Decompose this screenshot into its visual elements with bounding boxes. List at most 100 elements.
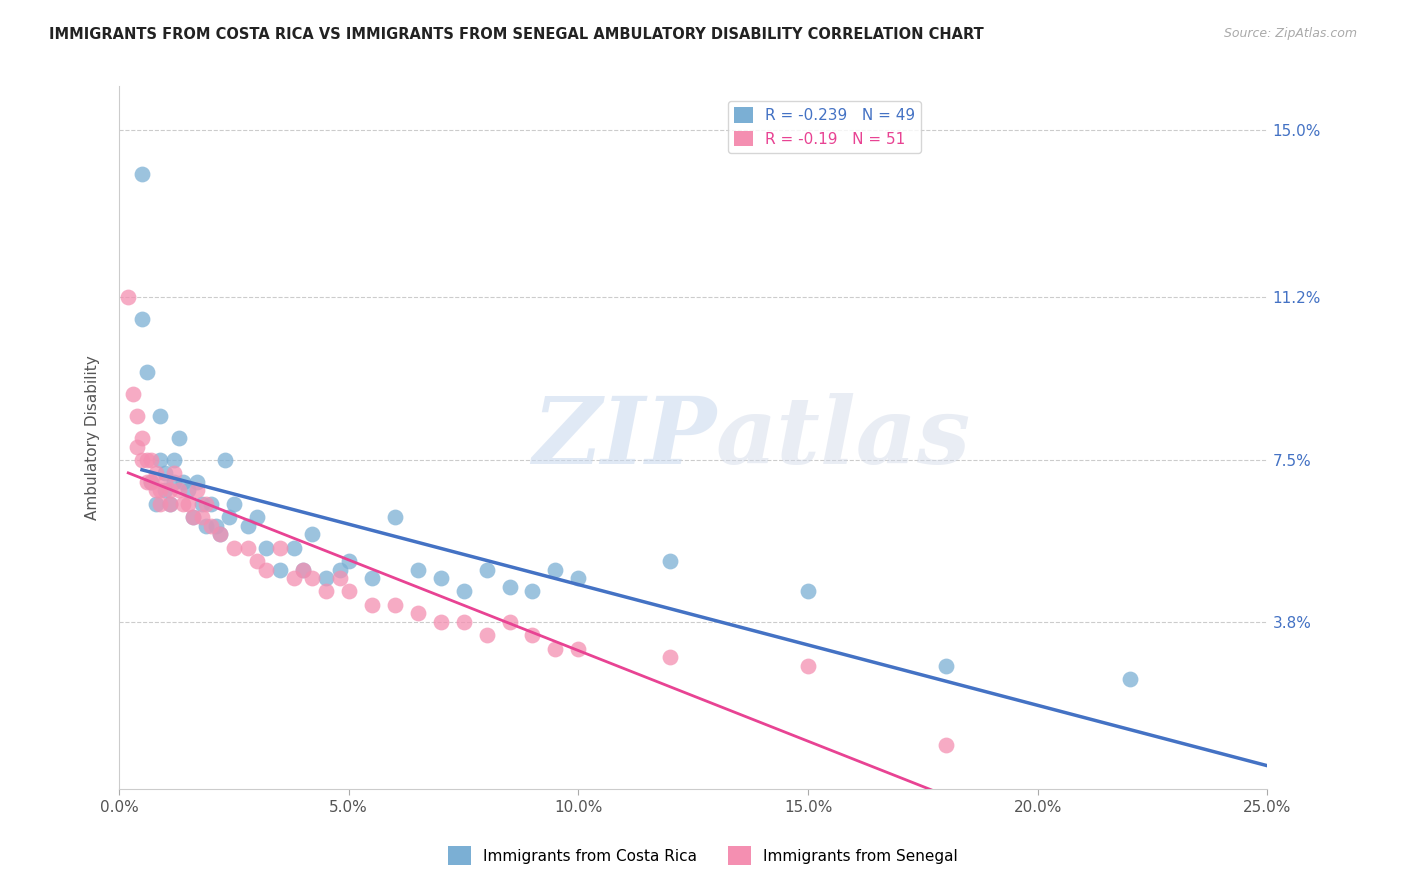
Point xyxy=(153,466,176,480)
Point xyxy=(135,365,157,379)
Point xyxy=(195,497,218,511)
Point xyxy=(200,497,222,511)
Point xyxy=(141,452,163,467)
Point xyxy=(209,527,232,541)
Point xyxy=(544,641,567,656)
Point xyxy=(149,409,172,423)
Point xyxy=(121,387,143,401)
Legend: R = -0.239   N = 49, R = -0.19   N = 51: R = -0.239 N = 49, R = -0.19 N = 51 xyxy=(728,101,921,153)
Point xyxy=(269,541,291,555)
Point xyxy=(522,628,544,642)
Point xyxy=(283,541,305,555)
Point xyxy=(145,497,167,511)
Point xyxy=(246,554,269,568)
Point xyxy=(360,598,382,612)
Point xyxy=(117,290,139,304)
Point xyxy=(236,518,259,533)
Point xyxy=(498,580,520,594)
Point xyxy=(246,509,269,524)
Point xyxy=(429,615,451,630)
Point xyxy=(291,562,314,576)
Point xyxy=(315,584,337,599)
Point xyxy=(149,483,172,498)
Point xyxy=(181,509,204,524)
Point xyxy=(567,641,589,656)
Point xyxy=(159,497,181,511)
Point xyxy=(315,571,337,585)
Point xyxy=(135,475,157,489)
Point xyxy=(127,440,149,454)
Point xyxy=(453,615,475,630)
Point xyxy=(153,475,176,489)
Point xyxy=(269,562,291,576)
Point xyxy=(218,509,240,524)
Point xyxy=(1118,673,1140,687)
Point xyxy=(498,615,520,630)
Y-axis label: Ambulatory Disability: Ambulatory Disability xyxy=(86,355,100,520)
Point xyxy=(659,554,682,568)
Point xyxy=(163,452,186,467)
Point xyxy=(177,497,200,511)
Point xyxy=(797,659,820,673)
Point xyxy=(236,541,259,555)
Point xyxy=(429,571,451,585)
Text: IMMIGRANTS FROM COSTA RICA VS IMMIGRANTS FROM SENEGAL AMBULATORY DISABILITY CORR: IMMIGRANTS FROM COSTA RICA VS IMMIGRANTS… xyxy=(49,27,984,42)
Point xyxy=(337,584,360,599)
Point xyxy=(167,431,190,445)
Point xyxy=(328,562,350,576)
Point xyxy=(283,571,305,585)
Point xyxy=(163,475,186,489)
Point xyxy=(145,466,167,480)
Point xyxy=(222,541,245,555)
Point xyxy=(186,483,208,498)
Point xyxy=(204,518,226,533)
Point xyxy=(190,509,212,524)
Point xyxy=(145,483,167,498)
Text: atlas: atlas xyxy=(716,392,972,483)
Text: ZIP: ZIP xyxy=(531,392,716,483)
Point xyxy=(159,483,181,498)
Point xyxy=(167,483,190,498)
Text: Source: ZipAtlas.com: Source: ZipAtlas.com xyxy=(1223,27,1357,40)
Point xyxy=(384,509,406,524)
Point xyxy=(797,584,820,599)
Point xyxy=(131,452,153,467)
Point xyxy=(190,497,212,511)
Point xyxy=(544,562,567,576)
Point xyxy=(384,598,406,612)
Point xyxy=(301,571,323,585)
Point xyxy=(200,518,222,533)
Point xyxy=(131,431,153,445)
Point xyxy=(186,475,208,489)
Point xyxy=(131,312,153,326)
Legend: Immigrants from Costa Rica, Immigrants from Senegal: Immigrants from Costa Rica, Immigrants f… xyxy=(441,840,965,871)
Point xyxy=(141,475,163,489)
Point xyxy=(254,562,277,576)
Point xyxy=(177,483,200,498)
Point xyxy=(301,527,323,541)
Point xyxy=(181,509,204,524)
Point xyxy=(131,167,153,181)
Point xyxy=(195,518,218,533)
Point xyxy=(141,475,163,489)
Point xyxy=(935,738,957,752)
Point xyxy=(254,541,277,555)
Point xyxy=(149,497,172,511)
Point xyxy=(209,527,232,541)
Point xyxy=(475,628,498,642)
Point xyxy=(360,571,382,585)
Point xyxy=(659,650,682,665)
Point xyxy=(453,584,475,599)
Point xyxy=(159,497,181,511)
Point xyxy=(214,452,236,467)
Point xyxy=(567,571,589,585)
Point xyxy=(406,607,429,621)
Point xyxy=(172,497,194,511)
Point xyxy=(935,659,957,673)
Point xyxy=(328,571,350,585)
Point xyxy=(475,562,498,576)
Point xyxy=(337,554,360,568)
Point xyxy=(149,452,172,467)
Point xyxy=(153,483,176,498)
Point xyxy=(291,562,314,576)
